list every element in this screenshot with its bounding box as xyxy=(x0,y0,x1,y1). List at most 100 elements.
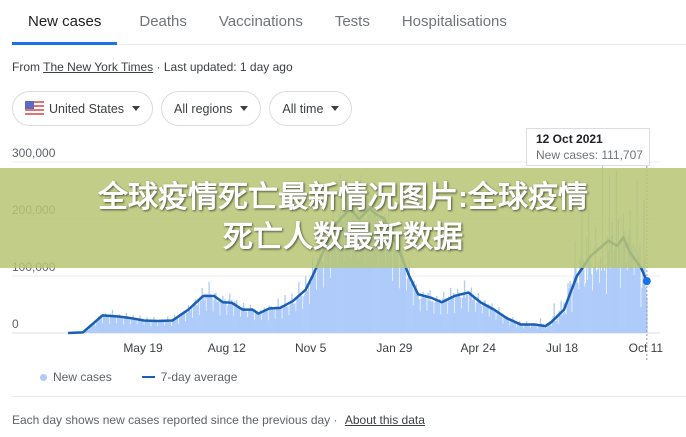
new-cases-bar xyxy=(376,224,378,333)
new-cases-bar xyxy=(621,267,623,333)
new-cases-bar xyxy=(607,251,610,333)
regions-dropdown[interactable]: All regions xyxy=(161,91,262,126)
new-cases-bar xyxy=(609,268,612,333)
new-cases-bar xyxy=(105,314,108,333)
new-cases-bar xyxy=(198,315,200,333)
new-cases-bar xyxy=(86,329,88,333)
tab-new-cases[interactable]: New cases xyxy=(12,0,118,45)
new-cases-bar xyxy=(585,282,587,333)
new-cases-bar xyxy=(389,244,392,333)
new-cases-bar xyxy=(625,262,627,333)
new-cases-bar xyxy=(524,324,527,333)
new-cases-bar xyxy=(340,215,342,333)
new-cases-bar xyxy=(561,315,563,333)
new-cases-bar xyxy=(375,214,377,333)
new-cases-bar xyxy=(260,320,263,333)
new-cases-bar xyxy=(602,264,605,333)
new-cases-bar xyxy=(89,325,91,333)
new-cases-bar xyxy=(465,294,468,333)
new-cases-bar xyxy=(508,319,510,333)
new-cases-bar xyxy=(265,309,267,333)
new-cases-bar xyxy=(418,299,420,333)
new-cases-bar xyxy=(513,320,515,333)
new-cases-bar xyxy=(199,299,201,333)
new-cases-bar xyxy=(345,224,347,333)
new-cases-bar xyxy=(641,287,643,333)
new-cases-bar xyxy=(279,308,281,333)
time-dropdown[interactable]: All time xyxy=(269,91,353,126)
new-cases-bar xyxy=(377,215,379,333)
new-cases-bar xyxy=(149,321,151,333)
new-cases-bar xyxy=(272,310,274,333)
new-cases-bar xyxy=(200,301,202,333)
new-cases-bar xyxy=(349,207,351,333)
new-cases-bar xyxy=(110,317,113,333)
new-cases-bar xyxy=(471,300,474,333)
about-data-link[interactable]: About this data xyxy=(344,413,425,427)
new-cases-bar xyxy=(368,214,370,333)
new-cases-bar xyxy=(273,307,275,333)
new-cases-bar xyxy=(469,291,472,333)
tab-vaccinations[interactable]: Vaccinations xyxy=(218,13,303,30)
new-cases-bar xyxy=(494,308,496,333)
new-cases-bar xyxy=(555,320,557,333)
new-cases-bar xyxy=(366,219,368,333)
new-cases-bar xyxy=(195,304,197,333)
new-cases-bar xyxy=(323,256,326,333)
tooltip-date: 12 Oct 2021 xyxy=(536,132,603,146)
new-cases-bar xyxy=(570,283,572,333)
new-cases-bar xyxy=(406,278,408,333)
new-cases-bar xyxy=(191,317,193,333)
new-cases-bar xyxy=(522,325,524,333)
new-cases-bar xyxy=(338,214,340,333)
source-link[interactable]: The New York Times xyxy=(43,60,154,74)
new-cases-bar xyxy=(439,298,441,333)
tab-tests[interactable]: Tests xyxy=(334,13,370,30)
new-cases-bar xyxy=(634,247,636,333)
new-cases-bar xyxy=(175,318,178,333)
new-cases-bar xyxy=(616,267,618,333)
new-cases-bar xyxy=(529,327,532,333)
new-cases-bar xyxy=(129,324,131,333)
new-cases-bar xyxy=(325,220,328,333)
new-cases-bar xyxy=(399,263,402,333)
new-cases-bar xyxy=(303,296,305,333)
new-cases-bar xyxy=(359,219,361,333)
new-cases-bar xyxy=(481,313,483,333)
country-dropdown[interactable]: United States xyxy=(12,91,154,126)
new-cases-bar xyxy=(590,262,592,333)
country-label: United States xyxy=(49,101,125,116)
tooltip-new-cases: New cases: 111,707 xyxy=(536,148,643,162)
new-cases-bar xyxy=(148,321,150,333)
new-cases-bar xyxy=(408,259,410,333)
new-cases-bar xyxy=(137,320,139,333)
new-cases-bar xyxy=(120,317,123,333)
new-cases-bar xyxy=(262,310,264,333)
new-cases-bar xyxy=(277,298,279,333)
new-cases-bar xyxy=(188,308,191,333)
new-cases-bar xyxy=(202,296,204,333)
new-cases-bar xyxy=(136,324,138,333)
new-cases-bar xyxy=(457,292,460,333)
tab-deaths[interactable]: Deaths xyxy=(139,13,187,30)
new-cases-bar xyxy=(612,262,615,333)
new-cases-bar xyxy=(362,227,364,333)
tab-hospitalisations[interactable]: Hospitalisations xyxy=(401,13,507,30)
new-cases-bar xyxy=(135,319,137,333)
new-cases-bar xyxy=(234,301,236,333)
new-cases-bar xyxy=(274,319,276,333)
new-cases-bar xyxy=(459,297,462,333)
new-cases-bar xyxy=(545,328,547,333)
new-cases-bar xyxy=(208,281,210,333)
new-cases-bar xyxy=(571,311,573,333)
new-cases-bar xyxy=(484,300,486,333)
new-cases-bar xyxy=(172,319,175,333)
new-cases-bar xyxy=(431,301,433,333)
new-cases-bar xyxy=(443,291,445,333)
new-cases-bar xyxy=(584,286,586,333)
new-cases-bar xyxy=(138,320,140,333)
new-cases-bar xyxy=(530,324,533,333)
new-cases-bar xyxy=(549,320,551,333)
new-cases-bar xyxy=(604,264,607,333)
new-cases-bar xyxy=(577,282,579,333)
